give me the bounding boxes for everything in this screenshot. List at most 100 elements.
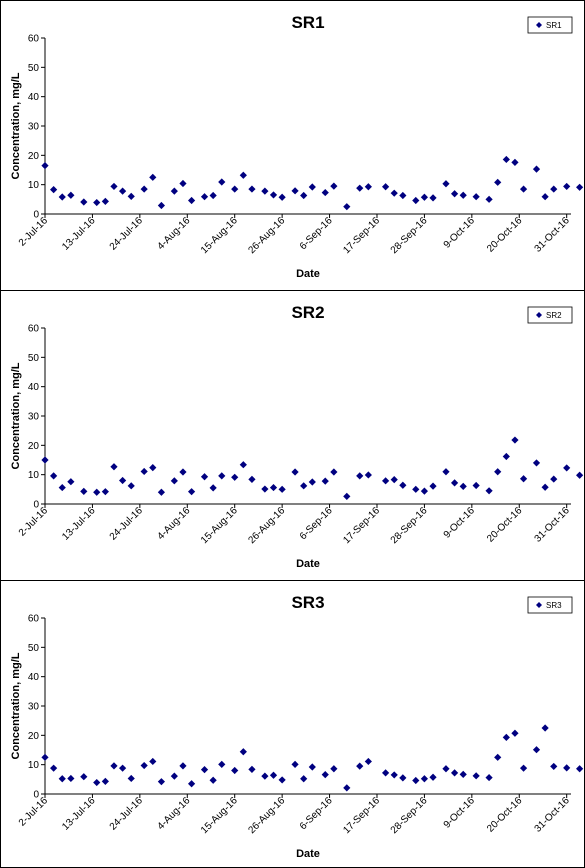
data-point (187, 488, 196, 496)
data-point (550, 185, 558, 193)
data-point (330, 182, 338, 190)
data-point (41, 162, 49, 170)
data-point (541, 724, 549, 732)
x-tick-label: 13-Jul-16 (60, 795, 98, 833)
y-tick-label: 40 (28, 92, 40, 103)
data-point (442, 765, 450, 773)
data-point (269, 771, 278, 779)
data-point (140, 761, 148, 770)
data-point (308, 763, 316, 771)
data-point (218, 178, 226, 186)
y-tick-label: 0 (33, 210, 39, 221)
y-tick-label: 50 (28, 353, 40, 364)
data-point (291, 760, 299, 768)
data-point (187, 196, 196, 205)
data-point (218, 472, 226, 480)
data-point (485, 773, 493, 782)
data-point (343, 784, 351, 792)
data-point (248, 475, 256, 483)
data-point (269, 483, 278, 492)
data-point (140, 185, 148, 193)
x-axis-title: Date (296, 848, 320, 860)
series-SR1 (41, 155, 584, 211)
data-point (420, 775, 429, 783)
data-point (450, 190, 459, 198)
data-point (390, 771, 398, 779)
x-tick-label: 28-Sep-16 (389, 795, 430, 836)
data-point (472, 481, 480, 490)
data-point (187, 780, 196, 788)
x-tick-label: 15-Aug-16 (199, 505, 240, 546)
data-point (563, 764, 571, 772)
data-point (412, 776, 420, 785)
data-point (485, 487, 493, 495)
data-point (382, 769, 390, 777)
data-point (157, 488, 166, 496)
data-point (248, 765, 256, 773)
y-tick-label: 60 (28, 614, 40, 625)
data-point (261, 485, 269, 493)
y-tick-label: 60 (28, 324, 40, 335)
data-point (343, 203, 351, 211)
y-tick-label: 60 (28, 34, 40, 45)
legend-label: SR1 (546, 21, 562, 30)
data-point (300, 191, 308, 200)
x-tick-label: 9-Oct-16 (442, 505, 478, 541)
x-tick-label: 4-Aug-16 (156, 215, 193, 252)
data-point (231, 185, 239, 193)
data-point (511, 158, 519, 166)
y-tick-label: 10 (28, 760, 40, 771)
data-point (519, 185, 528, 193)
data-point (248, 185, 256, 193)
data-point (41, 456, 49, 464)
x-tick-label: 9-Oct-16 (442, 795, 478, 831)
data-point (308, 478, 316, 486)
y-tick-label: 40 (28, 382, 40, 393)
data-point (459, 191, 467, 199)
series-SR2 (41, 436, 584, 500)
data-point (420, 487, 429, 495)
data-point (576, 765, 584, 773)
legend-label: SR3 (546, 601, 562, 610)
data-point (157, 201, 166, 210)
data-point (450, 479, 459, 487)
data-point (485, 195, 493, 203)
y-axis-title: Concentration, mg/L (10, 362, 22, 469)
data-point (494, 178, 502, 186)
y-tick-label: 20 (28, 441, 40, 452)
chart-panel-sr1: SR1 0 10 20 30 40 50 60 2-Jul-16 13-Jul-16 24-Jul-… (0, 0, 585, 291)
data-point (300, 775, 308, 783)
x-tick-label: 17-Sep-16 (341, 215, 382, 256)
x-axis-title: Date (296, 268, 320, 280)
chart-title: SR2 (291, 303, 324, 322)
data-point (343, 492, 351, 500)
x-tick-label: 15-Aug-16 (199, 795, 240, 836)
y-tick-label: 30 (28, 122, 40, 133)
data-point (101, 197, 109, 205)
y-axis-title: Concentration, mg/L (10, 652, 22, 759)
data-point (41, 753, 49, 761)
data-point (472, 193, 480, 201)
data-point (278, 776, 286, 784)
x-tick-label: 6-Sep-16 (298, 795, 335, 832)
data-point (472, 772, 480, 780)
data-point (58, 775, 66, 783)
data-point (541, 483, 549, 491)
data-point (93, 198, 101, 207)
data-point (321, 188, 329, 197)
data-point (399, 191, 407, 200)
data-point (291, 187, 299, 195)
data-point (127, 774, 135, 783)
chart-title: SR3 (291, 593, 324, 612)
data-point (459, 770, 467, 778)
data-point (563, 182, 571, 191)
x-tick-label: 15-Aug-16 (199, 215, 240, 256)
y-tick-label: 20 (28, 731, 40, 742)
data-point (532, 459, 541, 467)
data-point (101, 777, 109, 785)
y-tick-label: 0 (33, 500, 39, 511)
data-point (321, 477, 329, 485)
data-point (127, 192, 135, 200)
legend-label: SR2 (546, 311, 562, 320)
